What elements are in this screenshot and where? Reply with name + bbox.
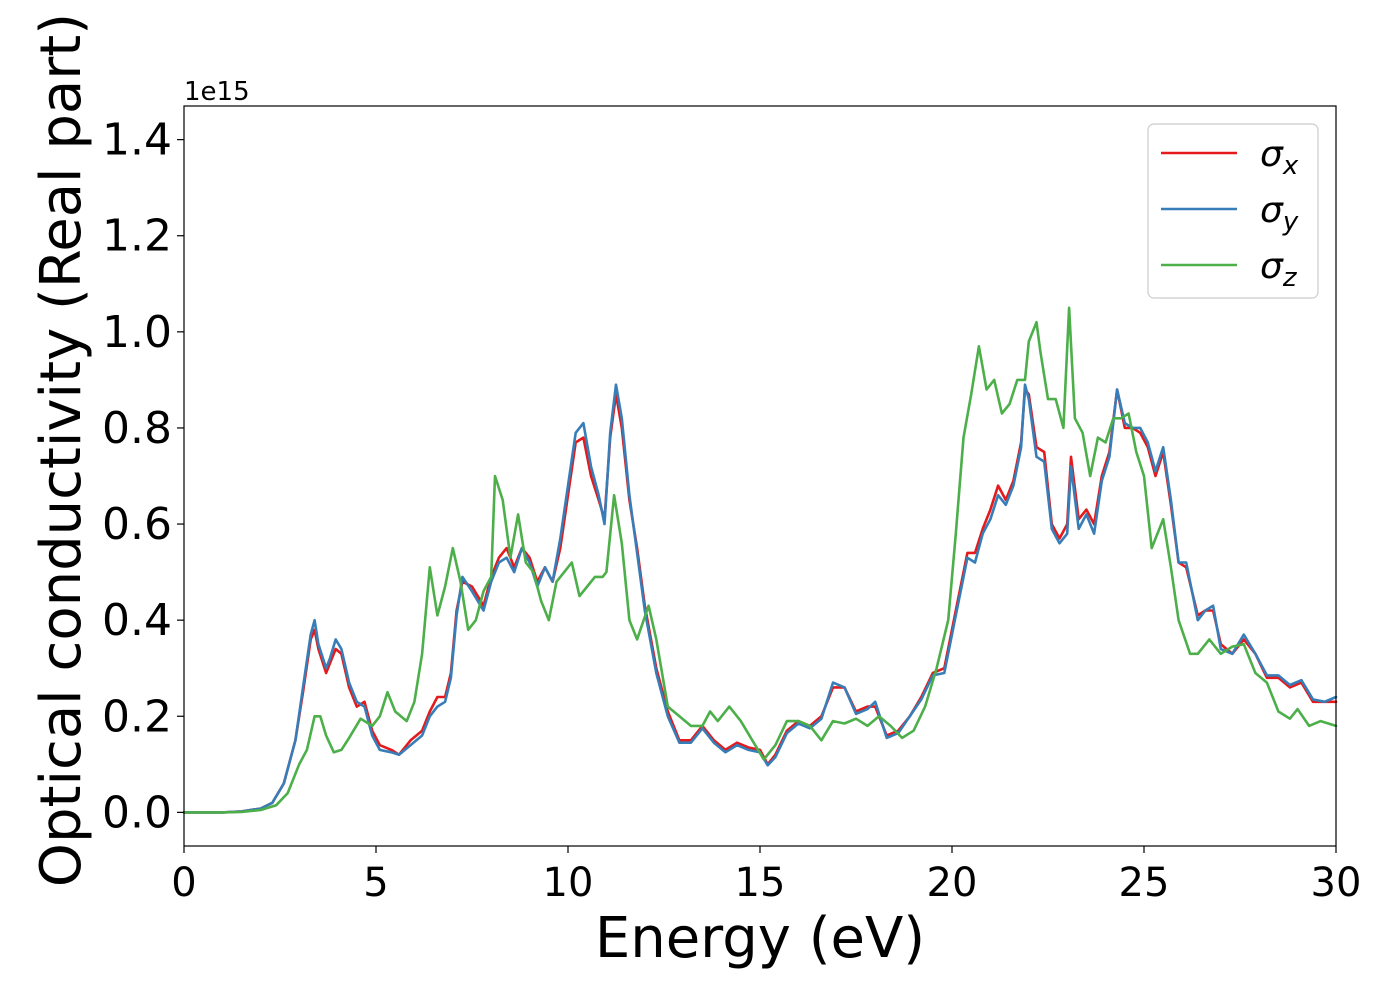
x-tick-label: 25: [1119, 860, 1170, 906]
legend-symbol: σ: [1260, 134, 1284, 175]
series-line-z: [182, 306, 1338, 814]
legend-box: [1147, 123, 1319, 299]
x-tick-label: 5: [363, 860, 388, 906]
x-tick-label: 20: [927, 860, 978, 906]
series-layer: [182, 306, 1338, 814]
x-tick-label: 15: [735, 860, 786, 906]
y-axis-title: Optical conductivity (Real part): [29, 13, 94, 887]
legend-symbol: σ: [1260, 246, 1284, 287]
y-tick-label: 1.4: [102, 115, 172, 166]
legend-subscript: y: [1282, 207, 1299, 237]
y-tick-label: 0.6: [102, 499, 172, 550]
y-tick-label: 0.2: [102, 691, 172, 742]
x-tick-label: 10: [543, 860, 594, 906]
y-axis-offset-label: 1e15: [184, 77, 250, 107]
legend-symbol: σ: [1260, 190, 1284, 231]
axes-layer: 0 5 10 15 20 25 30 0.0 0.2 0.4 0.6 0.8 1.0 1.2 1.4: [102, 115, 1361, 906]
x-tick-label: 30: [1311, 860, 1362, 906]
y-tick-label: 1.0: [102, 307, 172, 358]
legend-subscript: x: [1282, 151, 1299, 181]
legend-label-z: σz: [1260, 246, 1298, 293]
y-tick-label: 1.2: [102, 211, 172, 262]
legend-label-x: σx: [1260, 134, 1299, 181]
y-tick-label: 0.4: [102, 595, 172, 646]
x-axis-title: Energy (eV): [595, 906, 925, 971]
y-tick-label: 0.0: [102, 787, 172, 838]
x-tick-label: 0: [171, 860, 196, 906]
legend-label-y: σy: [1260, 190, 1299, 237]
y-tick-label: 0.8: [102, 403, 172, 454]
legend-subscript: z: [1282, 263, 1298, 293]
